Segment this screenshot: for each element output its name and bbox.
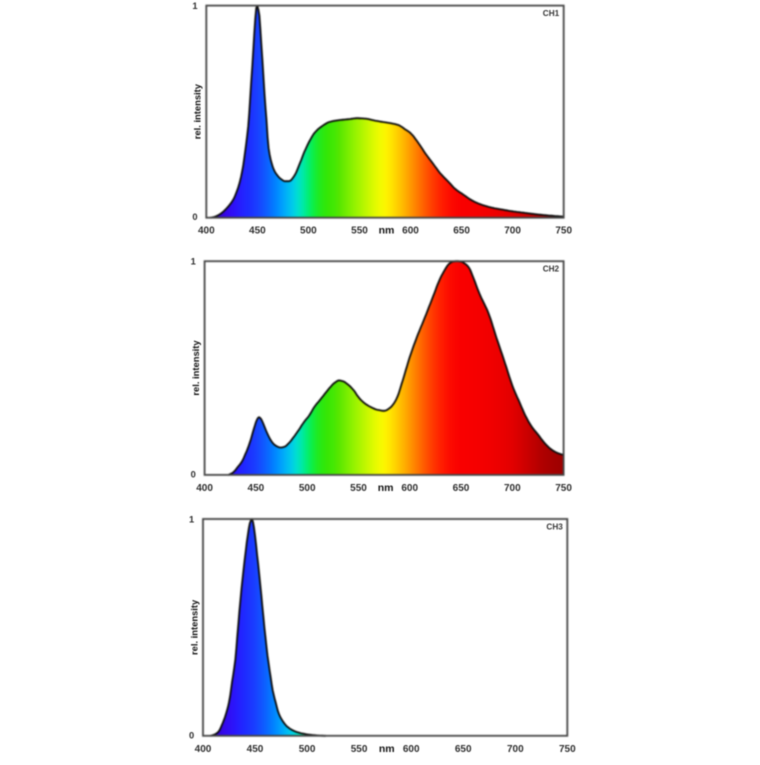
svg-text:600: 600 [402, 226, 419, 237]
svg-text:750: 750 [559, 744, 576, 755]
svg-text:500: 500 [299, 744, 316, 755]
svg-text:750: 750 [555, 483, 572, 494]
svg-text:nm: nm [379, 743, 395, 755]
svg-text:1: 1 [189, 514, 194, 524]
svg-text:0: 0 [189, 730, 194, 740]
svg-text:400: 400 [196, 483, 213, 494]
svg-text:400: 400 [195, 744, 212, 755]
svg-text:700: 700 [507, 744, 524, 755]
svg-text:450: 450 [247, 744, 264, 755]
svg-text:1: 1 [192, 1, 197, 11]
svg-text:500: 500 [299, 483, 316, 494]
svg-text:CH3: CH3 [546, 522, 563, 531]
svg-text:0: 0 [192, 212, 197, 222]
svg-text:rel. intensity: rel. intensity [188, 599, 199, 655]
svg-text:nm: nm [379, 225, 395, 237]
svg-text:550: 550 [351, 226, 368, 237]
svg-text:650: 650 [455, 744, 472, 755]
svg-text:nm: nm [378, 482, 394, 494]
svg-text:600: 600 [403, 744, 420, 755]
svg-text:1: 1 [191, 257, 196, 267]
svg-text:400: 400 [198, 226, 215, 237]
svg-text:700: 700 [504, 483, 521, 494]
svg-text:750: 750 [555, 226, 572, 237]
svg-text:600: 600 [401, 483, 418, 494]
svg-text:450: 450 [248, 483, 265, 494]
svg-text:0: 0 [191, 469, 196, 479]
svg-text:CH1: CH1 [543, 9, 560, 18]
svg-text:500: 500 [300, 226, 317, 237]
svg-text:rel. intensity: rel. intensity [190, 340, 201, 396]
svg-text:450: 450 [249, 226, 266, 237]
svg-text:650: 650 [453, 483, 470, 494]
svg-text:700: 700 [504, 226, 521, 237]
svg-text:550: 550 [350, 483, 367, 494]
svg-text:650: 650 [453, 226, 470, 237]
svg-text:rel. intensity: rel. intensity [192, 83, 203, 139]
svg-text:550: 550 [351, 744, 368, 755]
svg-text:CH2: CH2 [543, 265, 560, 274]
